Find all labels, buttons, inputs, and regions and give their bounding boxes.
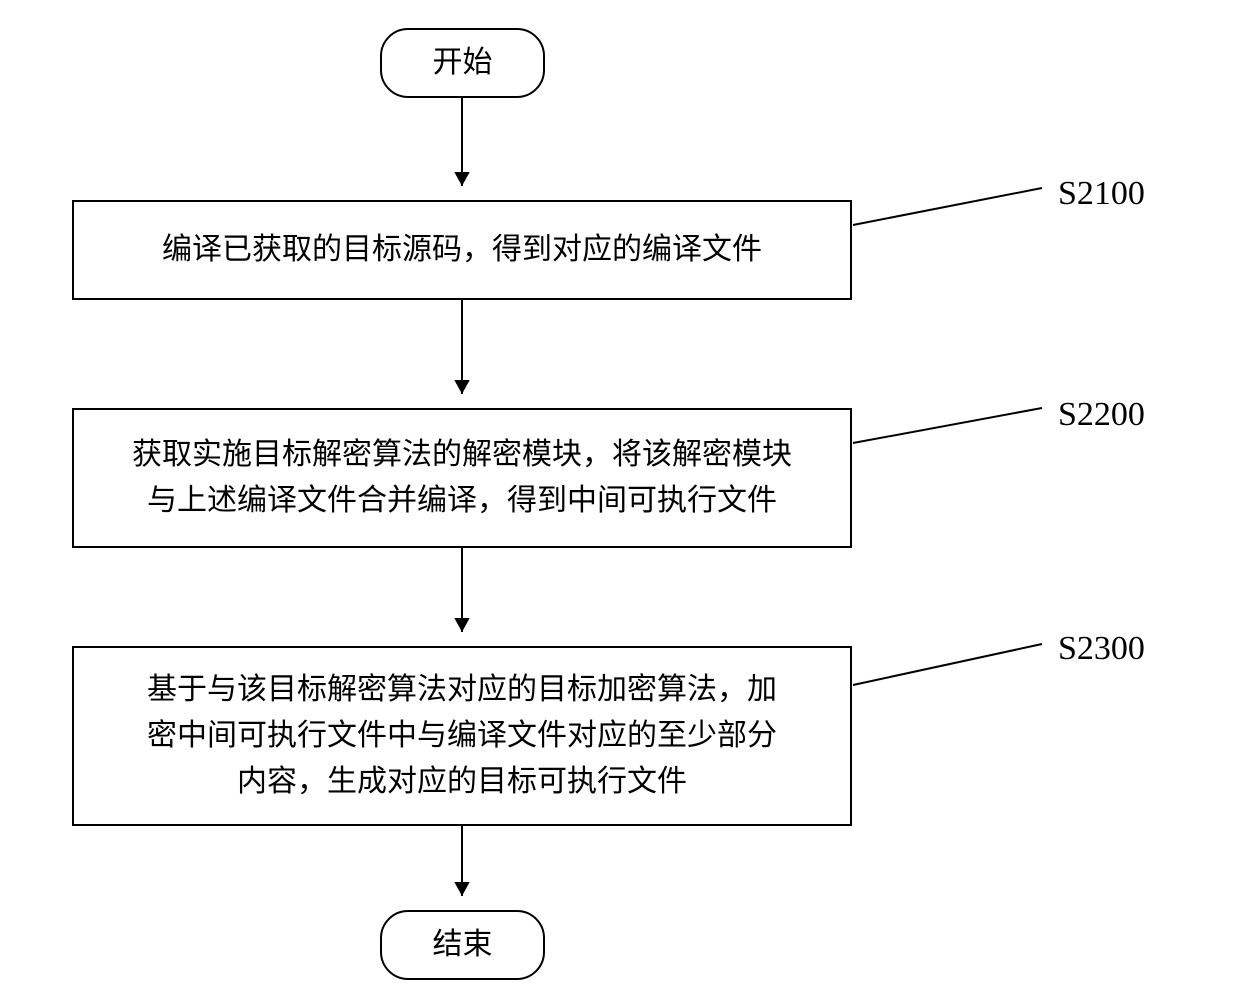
label-s2300: S2300 [1058, 630, 1145, 668]
terminal-start: 开始 [380, 28, 545, 98]
label-line-s2200 [853, 408, 1042, 443]
terminal-end: 结束 [380, 910, 545, 980]
label-line-s2300 [853, 644, 1042, 685]
label-s2200: S2200 [1058, 396, 1145, 434]
process-s2200: 获取实施目标解密算法的解密模块，将该解密模块 与上述编译文件合并编译，得到中间可… [72, 408, 852, 548]
process-s2100: 编译已获取的目标源码，得到对应的编译文件 [72, 200, 852, 300]
label-line-s2100 [853, 188, 1042, 225]
label-s2100: S2100 [1058, 175, 1145, 213]
process-s2300: 基于与该目标解密算法对应的目标加密算法，加 密中间可执行文件中与编译文件对应的至… [72, 646, 852, 826]
